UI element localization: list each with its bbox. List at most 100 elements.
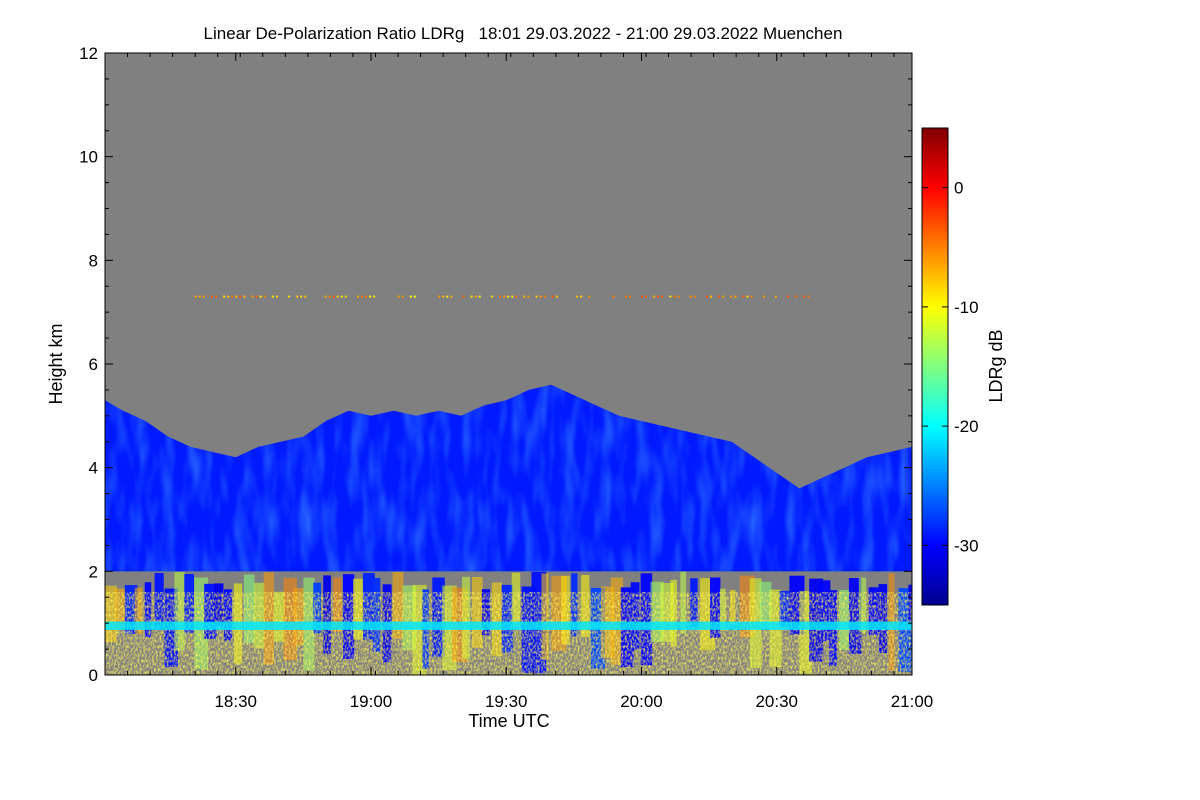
speckle-dot (365, 295, 368, 298)
speckle-dot (296, 295, 299, 298)
colorbar-tick-label: 0 (954, 179, 963, 198)
high-level-speckles (194, 295, 810, 298)
speckle-dot (689, 295, 692, 298)
speckle-dot (588, 295, 591, 298)
speckle-dot (215, 295, 217, 298)
x-tick-label: 20:30 (755, 692, 798, 711)
speckle-dot (231, 295, 234, 298)
x-tick-label: 20:00 (620, 692, 663, 711)
speckle-dot (795, 295, 798, 298)
y-axis: 0 2 4 6 8 10 12 (79, 44, 912, 685)
speckle-dot (774, 295, 777, 298)
speckle-dot (332, 295, 335, 298)
colorbar: 0 -10 -20 -30 LDRg dB (921, 127, 1006, 606)
speckle-dot (803, 295, 806, 298)
speckle-dot (507, 295, 510, 298)
speckle-dot (807, 295, 810, 298)
speckle-dot (243, 295, 246, 298)
speckle-dot (523, 295, 526, 298)
y-tick-label: 10 (79, 148, 98, 167)
speckle-dot (373, 295, 376, 298)
speckle-dot (235, 295, 238, 298)
colorbar-tick-label: -20 (954, 417, 979, 436)
speckle-dot (361, 295, 364, 298)
speckle-dot (210, 295, 213, 298)
ice-cloud-texture (105, 384, 912, 572)
speckle-dot (499, 295, 501, 298)
y-axis-label: Height km (46, 323, 66, 404)
speckle-dot (344, 295, 347, 298)
y-tick-label: 0 (89, 666, 98, 685)
speckle-dot (490, 295, 493, 298)
speckle-dot (194, 295, 197, 298)
y-tick-label: 8 (89, 251, 98, 270)
speckle-dot (227, 295, 230, 298)
speckle-dot (369, 295, 372, 298)
speckle-dot (336, 295, 339, 298)
speckle-dot (446, 295, 449, 298)
plot-area (105, 53, 912, 675)
speckle-dot (657, 295, 660, 298)
speckle-dot (762, 295, 765, 298)
speckle-dot (263, 295, 266, 298)
speckle-dot (734, 295, 737, 298)
speckle-dot (706, 295, 708, 298)
x-tick-label: 21:00 (891, 692, 934, 711)
speckle-dot (202, 295, 205, 298)
speckle-dot (304, 295, 307, 298)
speckle-dot (288, 295, 290, 298)
speckle-dot (324, 295, 327, 298)
speckle-dot (462, 295, 465, 298)
speckle-dot (503, 295, 506, 298)
speckle-dot (198, 295, 201, 298)
speckle-dot (673, 295, 676, 298)
speckle-dot (259, 295, 262, 298)
speckle-dot (535, 295, 538, 298)
speckle-dot (539, 295, 542, 298)
speckle-dot (397, 295, 400, 298)
speckle-dot (653, 295, 656, 298)
y-tick-label: 6 (89, 355, 98, 374)
y-tick-label: 12 (79, 44, 98, 63)
x-axis-label: Time UTC (468, 711, 549, 731)
speckle-dot (730, 295, 733, 298)
speckle-dot (543, 295, 546, 298)
x-axis: 18:30 19:00 19:30 20:00 20:30 21:00 (104, 53, 934, 711)
speckle-dot (710, 295, 712, 298)
speckle-dot (580, 295, 583, 298)
speckle-dot (722, 295, 725, 298)
colorbar-gradient (922, 128, 948, 605)
heatmap-layers (105, 295, 912, 675)
speckle-dot (478, 295, 481, 298)
speckle-dot (677, 295, 680, 298)
speckle-dot (450, 295, 453, 298)
speckle-dot (669, 295, 672, 298)
speckle-dot (612, 295, 615, 298)
speckle-dot (223, 295, 226, 298)
colorbar-frame (921, 127, 949, 606)
speckle-dot (750, 295, 753, 298)
speckle-dot (746, 295, 749, 298)
speckle-dot (515, 295, 518, 298)
speckle-dot (718, 295, 721, 298)
speckle-dot (641, 295, 643, 298)
speckle-dot (474, 295, 477, 298)
speckle-dot (527, 295, 530, 298)
speckle-dot (328, 295, 331, 298)
y-tick-label: 2 (89, 562, 98, 581)
speckle-dot (624, 295, 627, 298)
speckle-dot (271, 295, 274, 298)
speckle-dot (300, 295, 303, 298)
colorbar-tick-label: -10 (954, 298, 979, 317)
speckle-dot (275, 295, 278, 298)
x-tick-label: 19:00 (350, 692, 393, 711)
speckle-dot (628, 295, 631, 298)
x-tick-label: 19:30 (485, 692, 528, 711)
speckle-dot (357, 295, 359, 298)
speckle-dot (645, 295, 648, 298)
y-tick-label: 4 (89, 459, 98, 478)
speckle-dot (787, 295, 790, 298)
speckle-dot (413, 295, 416, 298)
speckle-dot (576, 295, 579, 298)
